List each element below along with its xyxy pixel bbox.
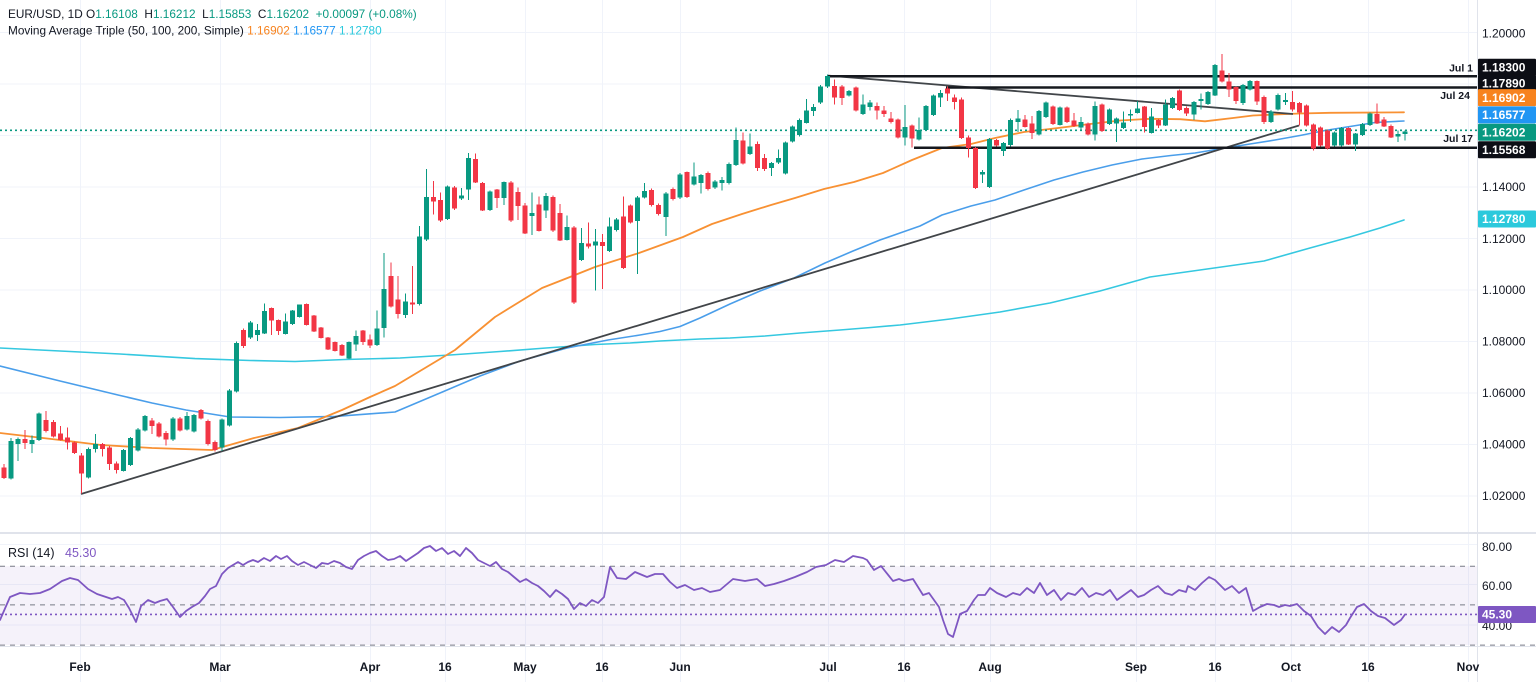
svg-text:45.30: 45.30 bbox=[1482, 608, 1512, 622]
svg-text:Oct: Oct bbox=[1281, 660, 1301, 674]
svg-text:1.15568: 1.15568 bbox=[1482, 143, 1526, 157]
svg-text:1.16902: 1.16902 bbox=[1482, 91, 1526, 105]
svg-text:16: 16 bbox=[1361, 660, 1375, 674]
svg-text:1.06000: 1.06000 bbox=[1482, 386, 1526, 400]
svg-text:1.18300: 1.18300 bbox=[1482, 60, 1526, 74]
svg-text:Apr: Apr bbox=[360, 660, 381, 674]
svg-text:EUR/USD, 1D O1.16108 H1.16212: EUR/USD, 1D O1.16108 H1.16212 L1.15853 C… bbox=[8, 7, 417, 21]
svg-text:Jul 1: Jul 1 bbox=[1449, 63, 1473, 75]
svg-text:16: 16 bbox=[438, 660, 452, 674]
svg-text:1.12780: 1.12780 bbox=[1482, 212, 1526, 226]
svg-text:Moving Average Triple (50, 100: Moving Average Triple (50, 100, 200, Sim… bbox=[8, 24, 382, 38]
svg-text:Feb: Feb bbox=[69, 660, 90, 674]
svg-text:Nov: Nov bbox=[1457, 660, 1480, 674]
svg-text:Sep: Sep bbox=[1125, 660, 1147, 674]
svg-text:1.16202: 1.16202 bbox=[1482, 125, 1526, 139]
svg-text:RSI (14): RSI (14) bbox=[8, 546, 55, 560]
svg-text:16: 16 bbox=[595, 660, 609, 674]
svg-text:60.00: 60.00 bbox=[1482, 579, 1512, 593]
svg-text:Jun: Jun bbox=[669, 660, 690, 674]
svg-text:1.10000: 1.10000 bbox=[1482, 283, 1526, 297]
svg-text:45.30: 45.30 bbox=[65, 546, 96, 560]
svg-text:16: 16 bbox=[897, 660, 911, 674]
svg-text:1.02000: 1.02000 bbox=[1482, 489, 1526, 503]
svg-text:1.14000: 1.14000 bbox=[1482, 180, 1526, 194]
svg-text:Mar: Mar bbox=[209, 660, 231, 674]
svg-text:80.00: 80.00 bbox=[1482, 540, 1512, 554]
svg-text:Jul 17: Jul 17 bbox=[1443, 133, 1473, 145]
svg-text:1.04000: 1.04000 bbox=[1482, 438, 1526, 452]
svg-text:16: 16 bbox=[1208, 660, 1222, 674]
svg-text:1.16577: 1.16577 bbox=[1482, 108, 1526, 122]
svg-text:1.17890: 1.17890 bbox=[1482, 77, 1526, 91]
svg-text:May: May bbox=[513, 660, 537, 674]
svg-text:Jul: Jul bbox=[819, 660, 836, 674]
svg-text:Jul 24: Jul 24 bbox=[1440, 90, 1470, 102]
svg-text:Aug: Aug bbox=[978, 660, 1001, 674]
svg-text:1.20000: 1.20000 bbox=[1482, 27, 1526, 41]
svg-text:1.08000: 1.08000 bbox=[1482, 335, 1526, 349]
svg-text:1.12000: 1.12000 bbox=[1482, 232, 1526, 246]
